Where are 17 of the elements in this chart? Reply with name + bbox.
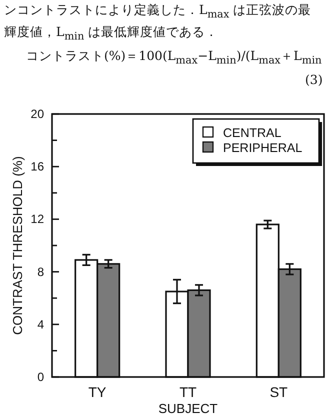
- y-tick-label: 4: [37, 317, 44, 332]
- y-tick-label: 20: [30, 107, 44, 121]
- legend-label: CENTRAL: [223, 126, 282, 140]
- x-tick-label: TT: [179, 384, 197, 400]
- y-tick-label: 8: [37, 264, 44, 279]
- y-tick-label: 12: [30, 212, 44, 226]
- annotation: (3): [305, 72, 323, 87]
- annotation: 輝度値，L$_{min}$ は最低輝度値である．: [4, 24, 218, 42]
- y-axis-title: CONTRAST THRESHOLD (%): [10, 156, 25, 335]
- x-tick-label: ST: [270, 384, 288, 400]
- legend-label: PERIPHERAL: [223, 141, 302, 155]
- x-tick-label: TY: [88, 384, 107, 400]
- annotation: コントラスト(%)＝100(L$_{max}$−L$_{min}$)/(L$_{max}$＋L$_{min}$: [26, 48, 322, 66]
- y-tick-label: 0: [37, 370, 44, 384]
- x-axis-title: SUBJECT: [158, 401, 218, 416]
- annotation: ンコントラストにより定義した．L$_{max}$ は正弦波の最: [4, 2, 312, 20]
- y-tick-label: 16: [30, 160, 44, 174]
